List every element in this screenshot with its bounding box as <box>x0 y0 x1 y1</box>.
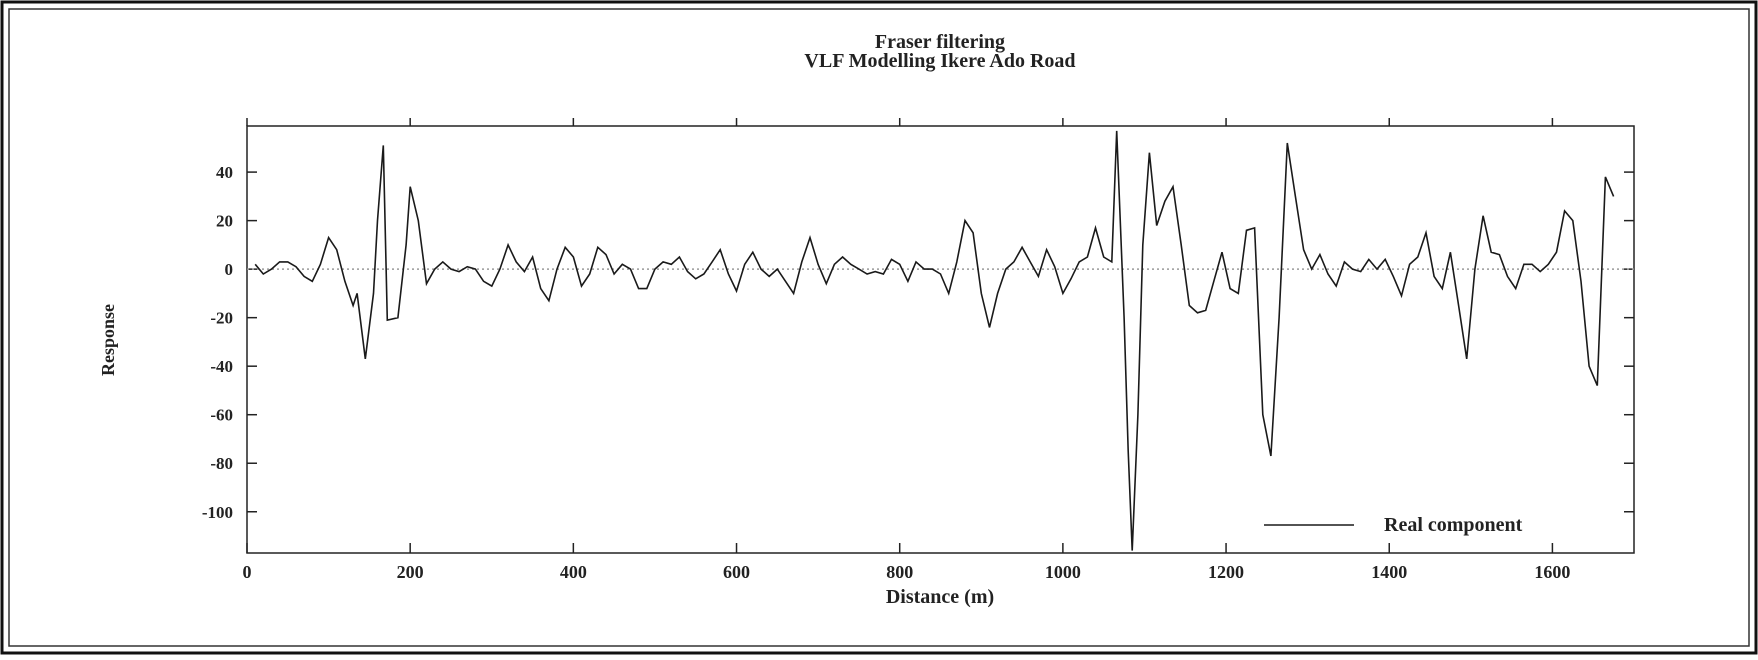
plot-frame <box>246 125 1635 554</box>
y-tick-label: -40 <box>210 357 233 376</box>
x-tick-label: 200 <box>397 562 424 582</box>
y-tick-label: 20 <box>216 212 233 231</box>
x-tick-label: 0 <box>243 562 252 582</box>
x-tick-label: 1000 <box>1045 562 1081 582</box>
y-tick-label: -100 <box>202 503 233 522</box>
chart-title: Fraser filtering <box>875 31 1005 53</box>
x-tick-label: 1400 <box>1371 562 1407 582</box>
y-tick-label: -20 <box>210 309 233 328</box>
x-tick-label: 1600 <box>1534 562 1570 582</box>
x-tick-label: 800 <box>886 562 913 582</box>
x-tick-label: 600 <box>723 562 750 582</box>
y-tick-label: -60 <box>210 406 233 425</box>
x-tick-label: 1200 <box>1208 562 1244 582</box>
y-tick-label: -80 <box>210 454 233 473</box>
y-tick-label: 40 <box>216 163 233 182</box>
y-tick-label: 0 <box>225 260 234 279</box>
legend-label: Real component <box>1384 514 1523 536</box>
data-line <box>254 130 1615 551</box>
y-axis-label: Response <box>98 304 118 376</box>
x-axis-label: Distance (m) <box>886 586 994 608</box>
x-tick-label: 400 <box>560 562 587 582</box>
inner-frame <box>8 8 1750 647</box>
chart-subtitle: VLF Modelling Ikere Ado Road <box>804 50 1075 72</box>
